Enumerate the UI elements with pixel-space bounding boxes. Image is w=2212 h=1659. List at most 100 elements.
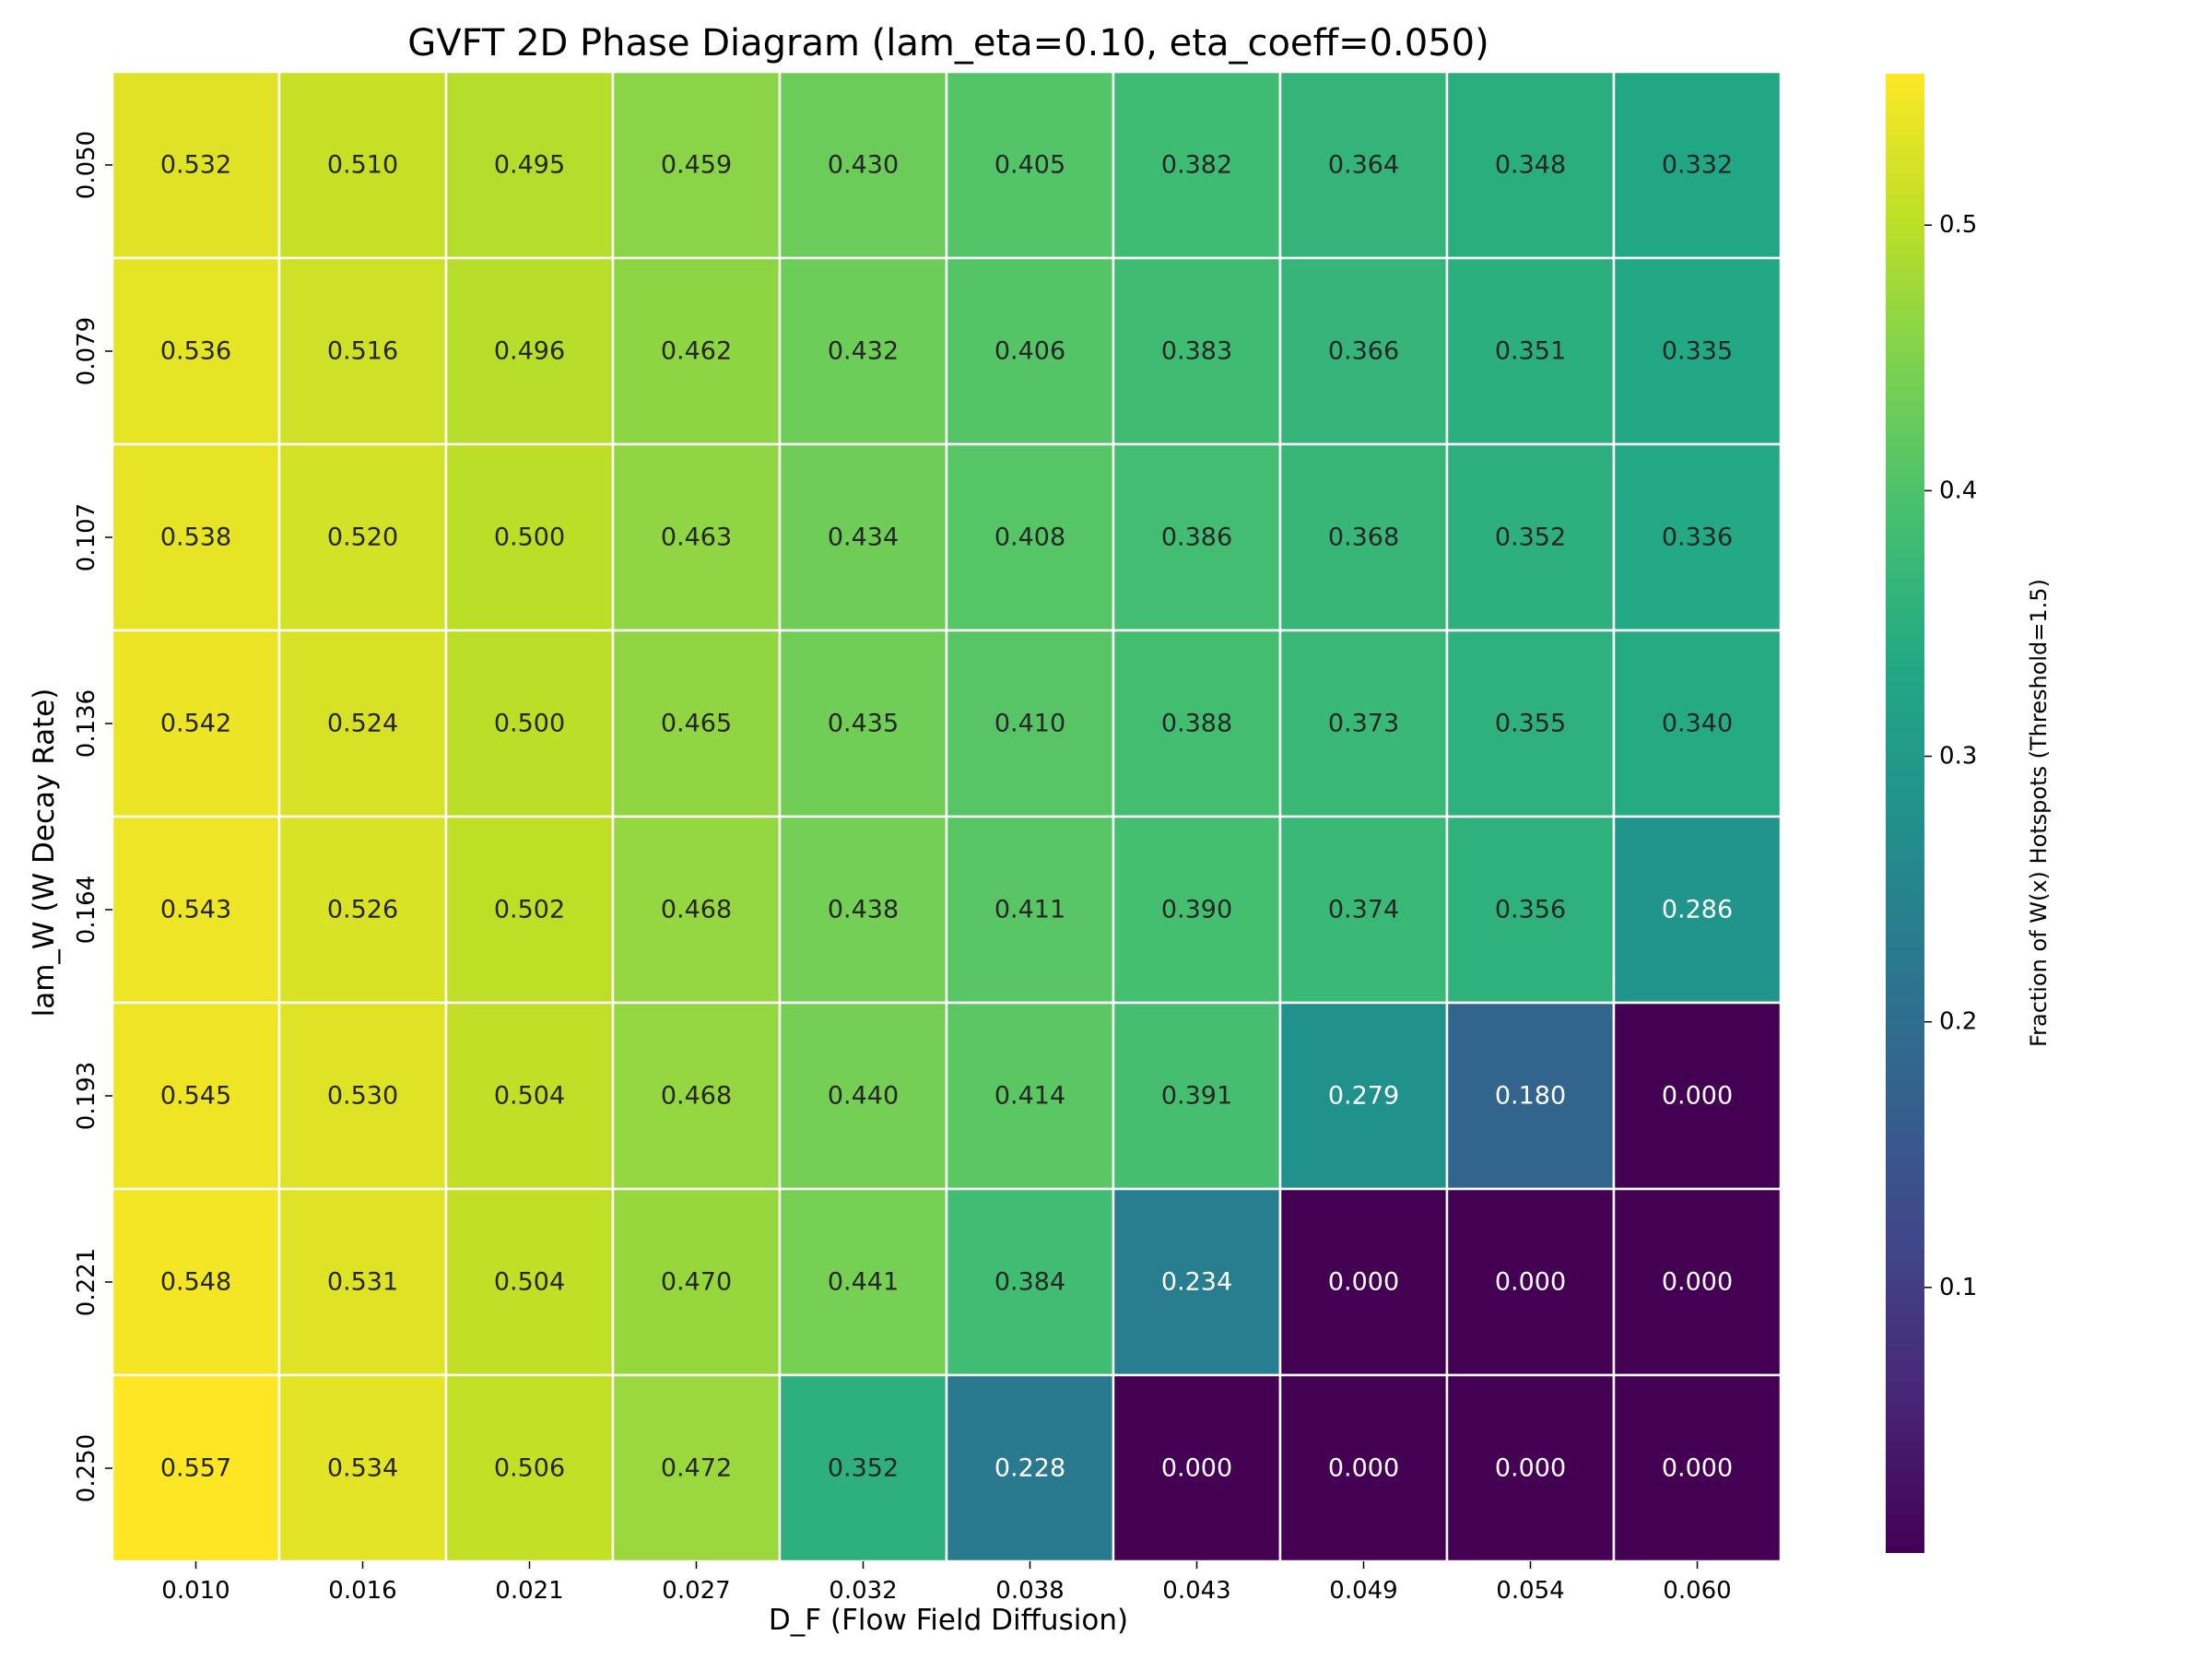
x-axis: 0.010 0.016 0.021 0.027 0.032 0.038 0.043 0.049… <box>161 1561 1732 1605</box>
heatmap-cell <box>1278 256 1449 446</box>
cell-value-label: 0.506 <box>494 1454 565 1483</box>
heatmap-cell <box>778 629 948 818</box>
heatmap-cell <box>111 442 281 632</box>
x-tick-label: 0.038 <box>995 1577 1064 1605</box>
cell-value-label: 0.435 <box>828 710 899 738</box>
cell-value-label: 0.532 <box>160 151 231 180</box>
heatmap-cell <box>1612 1373 1783 1563</box>
y-tick-label: 0.136 <box>73 689 100 758</box>
heatmap-cell <box>1445 1373 1616 1563</box>
cell-value-label: 0.463 <box>661 524 732 552</box>
cell-value-label: 0.336 <box>1662 524 1733 552</box>
heatmap-cell <box>945 815 1115 1005</box>
heatmap-cell <box>945 629 1115 818</box>
cell-value-label: 0.438 <box>828 896 899 924</box>
heatmap-cell <box>1278 629 1449 818</box>
heatmap-cell <box>1278 1373 1449 1563</box>
heatmap-cell <box>1445 629 1616 818</box>
heatmap-cell <box>1278 815 1449 1005</box>
heatmap-cell <box>1278 70 1449 260</box>
heatmap-cell <box>1612 256 1783 446</box>
y-axis: 0.050 0.079 0.107 0.136 0.164 0.193 0.221 0.250 <box>73 131 112 1502</box>
cell-value-label: 0.500 <box>494 710 565 738</box>
heatmap-cell <box>111 1001 281 1191</box>
cell-value-label: 0.536 <box>160 337 231 366</box>
cell-value-label: 0.462 <box>661 337 732 366</box>
cell-value-label: 0.000 <box>1328 1454 1399 1483</box>
colorbar-gradient <box>1886 74 1924 1553</box>
colorbar-tick-label: 0.2 <box>1939 1008 1977 1036</box>
cell-value-label: 0.374 <box>1328 896 1399 924</box>
heatmap-cell <box>277 815 448 1005</box>
heatmap-cell <box>1445 815 1616 1005</box>
x-tick-label: 0.049 <box>1329 1577 1397 1605</box>
x-tick-label: 0.054 <box>1496 1577 1564 1605</box>
cell-value-label: 0.408 <box>994 524 1065 552</box>
heatmap-cell <box>611 70 782 260</box>
cell-value-label: 0.526 <box>327 896 398 924</box>
heatmap-cell <box>1112 442 1282 632</box>
heatmap-cell <box>1612 1187 1783 1377</box>
heatmap-cell <box>277 256 448 446</box>
cell-value-label: 0.348 <box>1495 151 1566 180</box>
cell-value-label: 0.516 <box>327 337 398 366</box>
cell-value-label: 0.459 <box>661 151 732 180</box>
cell-value-label: 0.468 <box>661 896 732 924</box>
cell-value-label: 0.000 <box>1495 1454 1566 1483</box>
colorbar-label: Fraction of W(x) Hotspots (Threshold=1.5… <box>2026 579 2052 1047</box>
heatmap-cell <box>945 256 1115 446</box>
heatmap-cell <box>444 256 615 446</box>
heatmap-cell <box>778 442 948 632</box>
cell-value-label: 0.000 <box>1495 1268 1566 1297</box>
cell-value-label: 0.410 <box>994 710 1065 738</box>
cell-value-label: 0.496 <box>494 337 565 366</box>
y-tick-label: 0.250 <box>73 1434 100 1502</box>
x-tick-label: 0.027 <box>662 1577 730 1605</box>
cell-value-label: 0.548 <box>160 1268 231 1297</box>
cell-value-label: 0.368 <box>1328 524 1399 552</box>
heatmap-cell <box>1445 1001 1616 1191</box>
cell-value-label: 0.472 <box>661 1454 732 1483</box>
x-tick-label: 0.032 <box>829 1577 897 1605</box>
heatmap-cell-labels: 0.532 0.510 0.495 0.459 0.430 0.405 0.382 0.364… <box>160 151 1733 1483</box>
heatmap-cell <box>778 70 948 260</box>
heatmap-cell <box>111 629 281 818</box>
heatmap-cell <box>945 1187 1115 1377</box>
cell-value-label: 0.335 <box>1662 337 1733 366</box>
heatmap-cell <box>1278 442 1449 632</box>
colorbar-tick-label: 0.3 <box>1939 743 1977 771</box>
cell-value-label: 0.386 <box>1161 524 1232 552</box>
heatmap-cell <box>778 1001 948 1191</box>
colorbar-tick-label: 0.1 <box>1939 1274 1977 1301</box>
heatmap-cell <box>1612 815 1783 1005</box>
x-tick-label: 0.016 <box>328 1577 396 1605</box>
heatmap-cell <box>611 1001 782 1191</box>
cell-value-label: 0.510 <box>327 151 398 180</box>
cell-value-label: 0.388 <box>1161 710 1232 738</box>
cell-value-label: 0.414 <box>994 1082 1065 1111</box>
heatmap-cell <box>1112 1373 1282 1563</box>
heatmap-cell <box>611 1187 782 1377</box>
y-tick-label: 0.050 <box>73 131 100 199</box>
heatmap-cell <box>277 70 448 260</box>
cell-value-label: 0.340 <box>1662 710 1733 738</box>
cell-value-label: 0.000 <box>1328 1268 1399 1297</box>
heatmap-cells <box>111 70 1783 1563</box>
heatmap-cell <box>444 1001 615 1191</box>
heatmap-cell <box>444 70 615 260</box>
cell-value-label: 0.542 <box>160 710 231 738</box>
x-tick-label: 0.060 <box>1663 1577 1731 1605</box>
cell-value-label: 0.530 <box>327 1082 398 1111</box>
colorbar-tick-label: 0.4 <box>1939 477 1977 504</box>
cell-value-label: 0.352 <box>1495 524 1566 552</box>
cell-value-label: 0.286 <box>1662 896 1733 924</box>
heatmap-cell <box>945 1001 1115 1191</box>
cell-value-label: 0.384 <box>994 1268 1065 1297</box>
cell-value-label: 0.502 <box>494 896 565 924</box>
cell-value-label: 0.364 <box>1328 151 1399 180</box>
cell-value-label: 0.538 <box>160 524 231 552</box>
x-axis-label: D_F (Flow Field Diffusion) <box>769 1604 1128 1637</box>
cell-value-label: 0.332 <box>1662 151 1733 180</box>
chart-title: GVFT 2D Phase Diagram (lam_eta=0.10, eta… <box>407 22 1488 65</box>
